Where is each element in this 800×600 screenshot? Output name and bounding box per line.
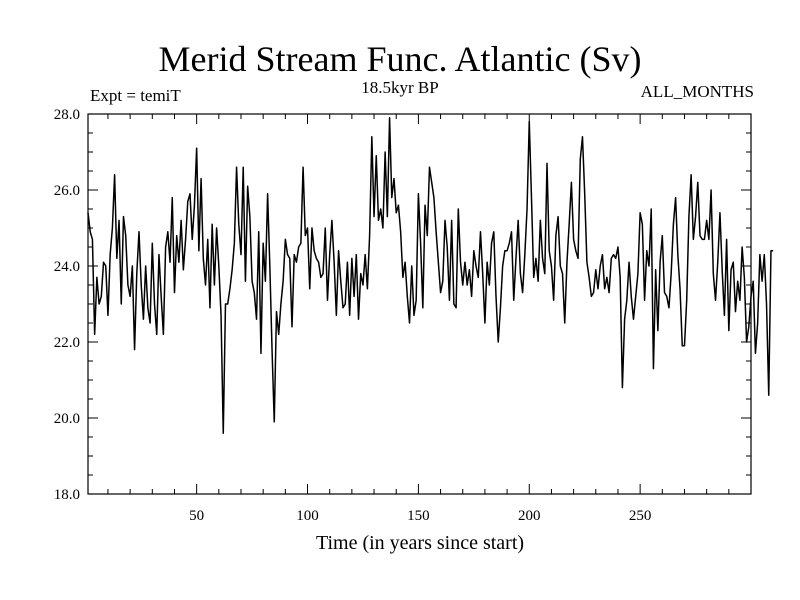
y-tick-label: 28.0	[54, 107, 80, 123]
y-tick-label: 22.0	[54, 335, 80, 351]
x-tick-label: 150	[407, 508, 430, 524]
x-tick-label: 100	[296, 508, 319, 524]
period-label: 18.5kyr BP	[361, 78, 439, 97]
x-tick-label: 50	[189, 508, 204, 524]
plot-frame	[87, 113, 752, 495]
experiment-label: Expt = temiT	[90, 86, 181, 105]
x-axis: 50 100 150 200 250	[107, 114, 730, 524]
y-axis: 18.0 20.0 22.0 24.0 26.0 28.0	[54, 107, 751, 503]
y-tick-label: 24.0	[54, 259, 80, 275]
x-axis-label: Time (in years since start)	[316, 532, 524, 554]
chart-title: Merid Stream Func. Atlantic (Sv)	[158, 39, 642, 79]
y-tick-label: 20.0	[54, 411, 80, 427]
x-tick-label: 200	[518, 508, 541, 524]
y-tick-label: 18.0	[54, 487, 80, 503]
series-line	[87, 117, 774, 434]
y-tick-label: 26.0	[54, 183, 80, 199]
x-tick-label: 250	[629, 508, 652, 524]
months-label: ALL_MONTHS	[640, 82, 754, 101]
